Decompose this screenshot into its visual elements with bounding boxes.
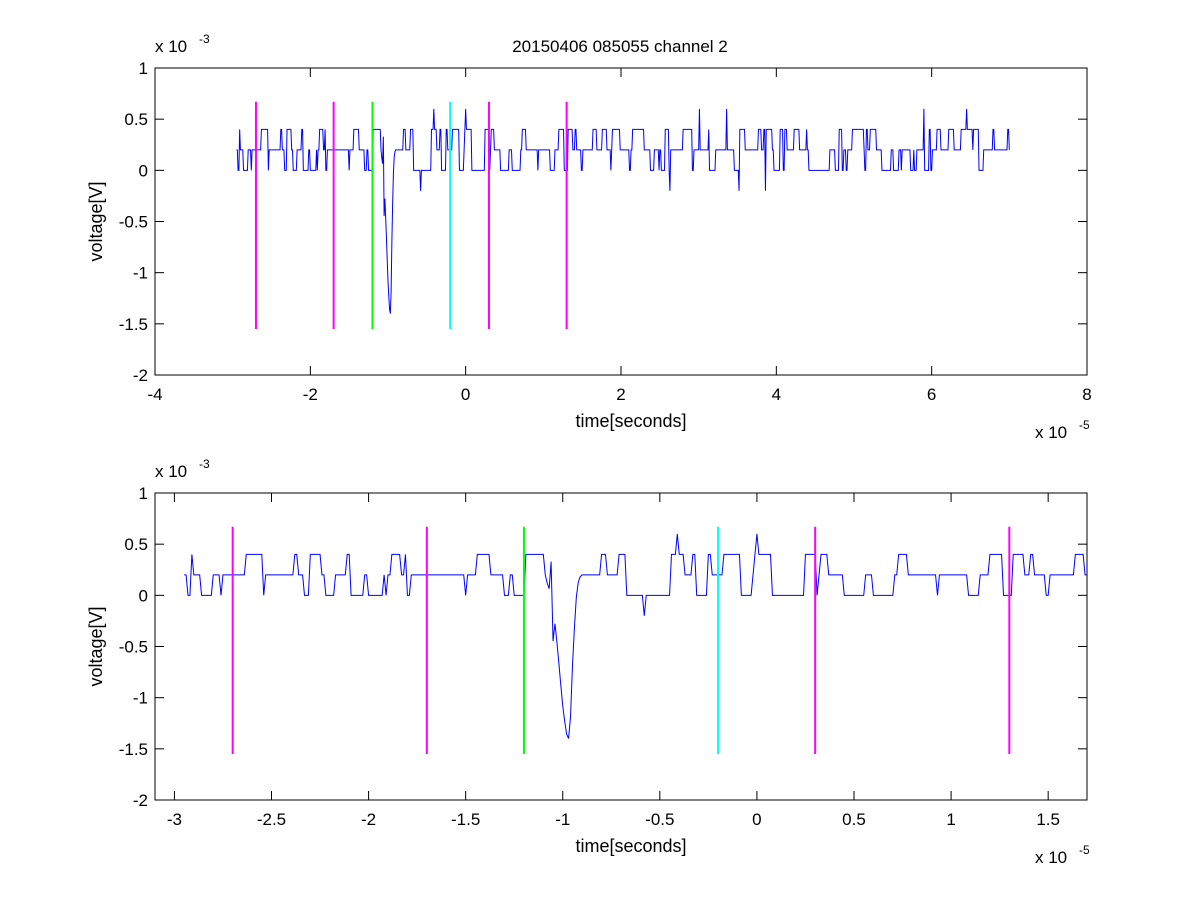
x-tick-label: -2 <box>303 385 318 404</box>
axes-box <box>154 492 1088 801</box>
y-tick-label: 1 <box>139 484 148 503</box>
x-tick-label: 2 <box>616 385 625 404</box>
y-exponent-label: x 10 <box>155 462 187 481</box>
y-tick-label: 0.5 <box>124 110 148 129</box>
y-tick-label: -0.5 <box>119 213 148 232</box>
x-tick-label: -2.5 <box>257 810 286 829</box>
signal-trace <box>184 533 1087 739</box>
x-tick-label: -1 <box>555 810 570 829</box>
x-tick-label: 6 <box>927 385 936 404</box>
y-tick-label: 0 <box>139 586 148 605</box>
y-axis-label: voltage[V] <box>86 606 106 686</box>
y-tick-label: -2 <box>133 791 148 810</box>
x-tick-label: -4 <box>147 385 162 404</box>
signal-trace <box>236 108 1010 314</box>
y-tick-label: 0.5 <box>124 535 148 554</box>
x-tick-label: 0 <box>752 810 761 829</box>
x-tick-label: 1 <box>946 810 955 829</box>
y-tick-label: 0 <box>139 161 148 180</box>
y-exponent-label: x 10 <box>155 37 187 56</box>
figure-title: 20150406 085055 channel 2 <box>512 37 728 56</box>
x-tick-label: 8 <box>1082 385 1091 404</box>
y-axis-label: voltage[V] <box>86 181 106 261</box>
x-tick-label: 0 <box>461 385 470 404</box>
y-tick-label: -1 <box>133 689 148 708</box>
x-axis-label: time[seconds] <box>575 836 686 856</box>
axes-box <box>154 67 1088 376</box>
x-tick-label: 0.5 <box>842 810 866 829</box>
y-tick-label: 1 <box>139 59 148 78</box>
x-tick-label: -2 <box>361 810 376 829</box>
x-exponent-label: x 10 <box>1035 423 1067 442</box>
x-axis-label: time[seconds] <box>575 411 686 431</box>
x-tick-label: -1.5 <box>451 810 480 829</box>
x-exponent-power: -5 <box>1079 843 1090 857</box>
y-exponent-power: -3 <box>199 457 210 471</box>
chart-panel-bottom: -3 -2.5 -2 -1.5 -1 -0.5 0 0.5 1 1.5 -2 -1.5 -1 -0.5 0 0… <box>86 457 1090 867</box>
x-exponent-label: x 10 <box>1035 848 1067 867</box>
y-tick-label: -1.5 <box>119 315 148 334</box>
x-tick-label: 1.5 <box>1036 810 1060 829</box>
x-tick-label: 4 <box>772 385 781 404</box>
y-tick-label: -1 <box>133 264 148 283</box>
x-exponent-power: -5 <box>1079 418 1090 432</box>
y-tick-label: -1.5 <box>119 740 148 759</box>
y-exponent-power: -3 <box>199 32 210 46</box>
chart-panel-top: -4 -2 0 2 4 6 8-2-1.5-1-0.500.51time[seconds]v… <box>86 32 1092 442</box>
x-tick-label: -3 <box>167 810 182 829</box>
x-tick-label: -0.5 <box>645 810 674 829</box>
y-tick-label: -2 <box>133 366 148 385</box>
y-tick-label: -0.5 <box>119 638 148 657</box>
